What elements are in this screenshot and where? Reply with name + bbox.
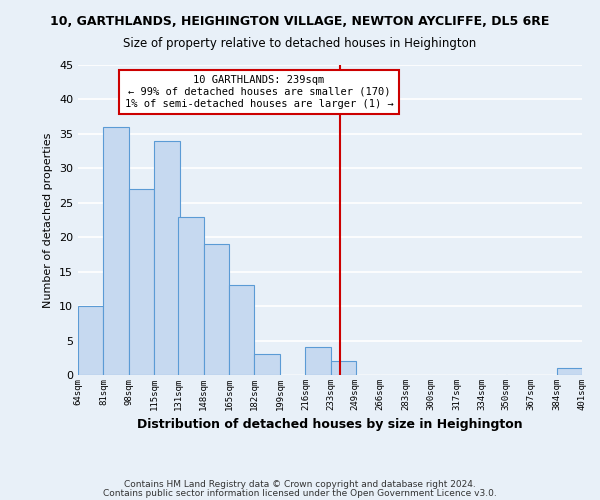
Bar [254,354,280,375]
Bar [78,306,103,375]
Text: Contains HM Land Registry data © Crown copyright and database right 2024.: Contains HM Land Registry data © Crown c… [124,480,476,489]
Bar [154,141,179,375]
Text: Contains public sector information licensed under the Open Government Licence v3: Contains public sector information licen… [103,488,497,498]
Bar [305,348,331,375]
Bar [178,216,203,375]
Bar [103,127,129,375]
Text: 10 GARTHLANDS: 239sqm
← 99% of detached houses are smaller (170)
1% of semi-deta: 10 GARTHLANDS: 239sqm ← 99% of detached … [125,76,394,108]
Bar [203,244,229,375]
X-axis label: Distribution of detached houses by size in Heighington: Distribution of detached houses by size … [137,418,523,432]
Text: 10, GARTHLANDS, HEIGHINGTON VILLAGE, NEWTON AYCLIFFE, DL5 6RE: 10, GARTHLANDS, HEIGHINGTON VILLAGE, NEW… [50,15,550,28]
Text: Size of property relative to detached houses in Heighington: Size of property relative to detached ho… [124,38,476,51]
Bar [557,368,582,375]
Bar [229,286,254,375]
Bar [331,361,356,375]
Bar [129,189,154,375]
Y-axis label: Number of detached properties: Number of detached properties [43,132,53,308]
